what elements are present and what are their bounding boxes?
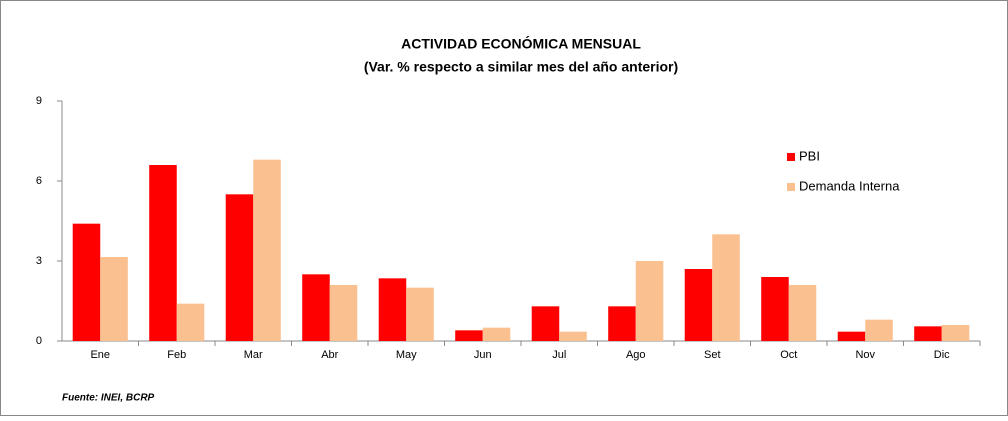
bar	[761, 277, 789, 341]
bar	[635, 261, 664, 341]
bar	[176, 303, 205, 341]
x-tick-label: Oct	[780, 349, 797, 361]
x-tick-label: Dic	[934, 349, 950, 361]
bar	[788, 285, 817, 341]
bar	[149, 165, 177, 341]
source: Fuente: INEI, BCRP	[62, 393, 155, 404]
x-tick-label: Ago	[626, 349, 646, 361]
x-tick-label: Ene	[90, 349, 110, 361]
legend-swatch	[787, 183, 795, 191]
bar	[914, 326, 942, 341]
bar	[865, 319, 893, 341]
bar	[329, 285, 358, 341]
x-tick-label: Nov	[855, 349, 875, 361]
y-tick-label: 3	[36, 255, 42, 267]
y-tick-label: 0	[36, 335, 42, 347]
bar	[712, 234, 740, 341]
y-tick-label: 6	[36, 175, 42, 187]
legend-swatch	[787, 153, 795, 161]
bar	[253, 159, 281, 341]
bar	[72, 223, 101, 341]
x-tick-label: May	[396, 349, 417, 361]
x-tick-label: Set	[704, 349, 721, 361]
chart-subtitle: (Var. % respecto a similar mes del año a…	[364, 59, 678, 75]
bar	[100, 257, 128, 341]
x-tick-label: Jun	[474, 349, 492, 361]
bar	[225, 194, 254, 341]
bar	[482, 327, 511, 341]
chart-title: ACTIVIDAD ECONÓMICA MENSUAL	[401, 35, 641, 52]
bar	[684, 269, 713, 341]
bar	[941, 325, 970, 341]
bar	[302, 274, 330, 341]
y-tick-label: 9	[36, 95, 42, 107]
x-tick-label: Abr	[321, 349, 338, 361]
x-tick-label: Feb	[167, 349, 186, 361]
legend-label: PBI	[799, 148, 820, 163]
bar	[455, 330, 483, 341]
legend-label: Demanda Interna	[799, 178, 900, 193]
bar	[378, 278, 407, 341]
x-tick-label: Jul	[552, 349, 566, 361]
bar	[531, 306, 560, 341]
bar	[837, 331, 866, 341]
bar	[608, 306, 636, 341]
bar	[406, 287, 434, 341]
bar	[559, 331, 587, 341]
x-tick-label: Mar	[244, 349, 263, 361]
